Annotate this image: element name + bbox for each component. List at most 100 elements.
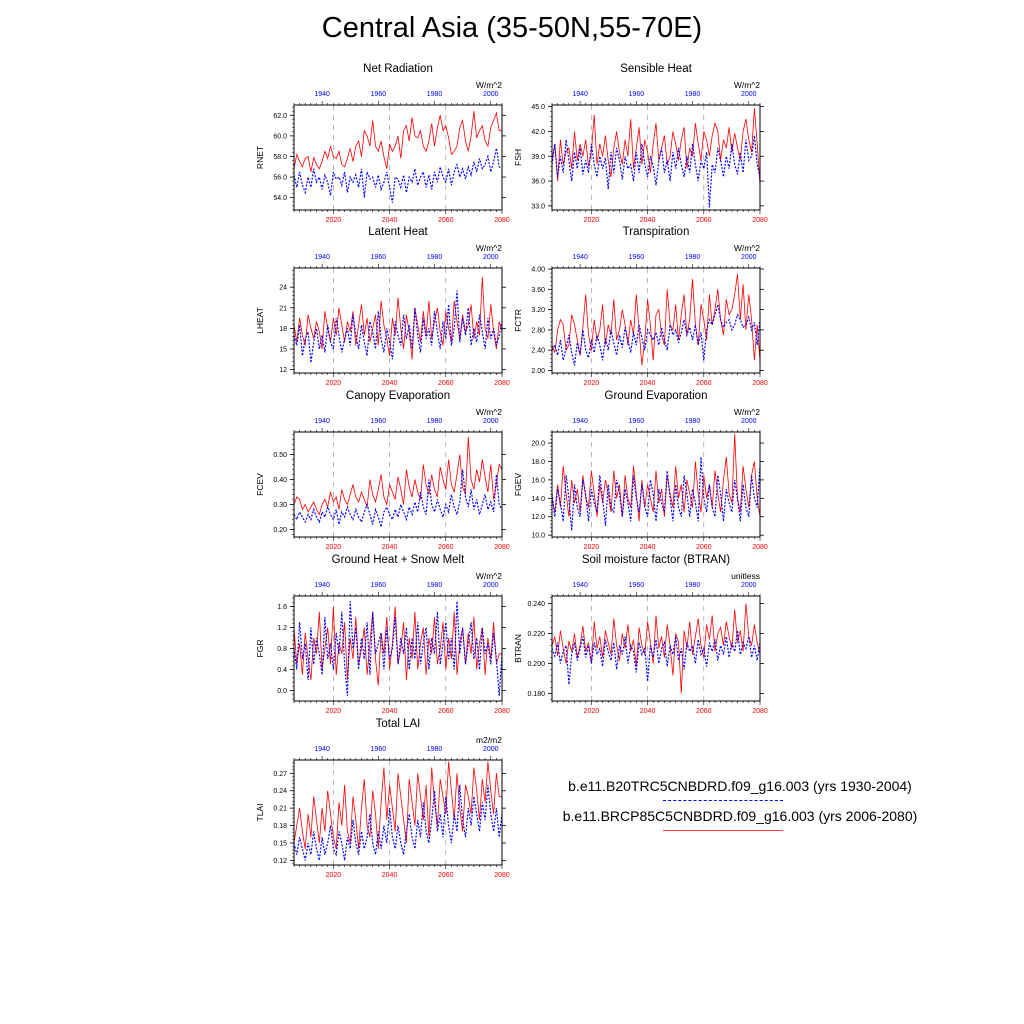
x-tick-label-future: 2080: [494, 380, 510, 387]
y-tick-label: 54.0: [273, 195, 287, 202]
x-tick-label-historical: 2000: [483, 746, 499, 753]
plot-frame: [551, 267, 761, 374]
x-tick-label-future: 2040: [640, 217, 656, 224]
y-tick-label: 21: [279, 305, 287, 312]
units-label: W/m^2: [734, 407, 760, 417]
x-tick-label-historical: 1940: [314, 582, 330, 589]
x-tick-label-historical: 1980: [685, 582, 701, 589]
x-tick-label-historical: 1980: [427, 91, 443, 98]
x-tick-label-historical: 1940: [314, 746, 330, 753]
x-tick-label-future: 2060: [438, 872, 454, 879]
y-tick-label: 0.30: [273, 502, 287, 509]
y-tick-label: 0.8: [277, 646, 287, 653]
x-tick-label-historical: 1940: [314, 418, 330, 425]
y-tick-label: 2.00: [531, 368, 545, 375]
y-tick-label: 1.6: [277, 604, 287, 611]
chart-title: Net Radiation: [363, 63, 433, 75]
x-tick-label-historical: 1980: [427, 418, 443, 425]
y-tick-label: 0.20: [273, 527, 287, 534]
legend-historical-swatch: [663, 800, 783, 801]
chart-panel-8: Soil moisture factor (BTRAN)unitless BTRA…: [513, 554, 768, 715]
y-tick-label: 2.80: [531, 327, 545, 334]
y-tick-label: 20.0: [531, 441, 545, 448]
x-tick-label-future: 2060: [438, 380, 454, 387]
future-series-line: [293, 111, 502, 172]
chart-title: Total LAI: [376, 718, 421, 730]
y-tick-label: 39.0: [531, 154, 545, 161]
chart-panel-6: Ground Evaporation W/m^2 FGEV 10.0 12.0 14.0 1…: [513, 390, 768, 551]
x-tick-label-historical: 1940: [314, 254, 330, 261]
plot-frame: [551, 595, 761, 702]
historical-series-line: [293, 784, 503, 861]
historical-series-line: [293, 469, 503, 528]
x-tick-label-future: 2040: [382, 380, 398, 387]
x-tick-label-historical: 2000: [741, 418, 757, 425]
x-tick-label-future: 2080: [752, 544, 768, 551]
x-tick-label-historical: 2000: [483, 582, 499, 589]
x-tick-label-historical: 1960: [371, 418, 387, 425]
x-tick-label-historical: 2000: [741, 91, 757, 98]
x-tick-label-historical: 1940: [572, 418, 588, 425]
y-tick-label: 0.50: [273, 452, 287, 459]
x-tick-label-future: 2060: [438, 217, 454, 224]
plot-frame: [293, 431, 503, 538]
y-tick-label: 0.240: [527, 601, 545, 608]
x-tick-label-future: 2020: [584, 544, 600, 551]
chart-title: Soil moisture factor (BTRAN): [582, 554, 730, 566]
x-tick-label-future: 2020: [584, 217, 600, 224]
x-tick-label-future: 2040: [382, 217, 398, 224]
units-label: W/m^2: [476, 571, 502, 581]
y-tick-label: 15: [279, 346, 287, 353]
future-series-line: [551, 433, 761, 522]
y-tick-label: 12.0: [531, 514, 545, 521]
x-tick-label-future: 2060: [696, 544, 712, 551]
y-tick-label: 0.27: [273, 771, 287, 778]
y-tick-label: 60.0: [273, 133, 287, 140]
x-tick-label-future: 2040: [640, 708, 656, 715]
chart-title: Canopy Evaporation: [346, 390, 450, 402]
x-tick-label-future: 2080: [752, 708, 768, 715]
future-series-line: [293, 436, 503, 516]
future-series-line: [293, 761, 502, 849]
chart-panel-9: Total LAI m2/m2 TLAI 0.12 0.15 0.18 0.21 0.24 0.…: [255, 718, 510, 879]
historical-series-line: [293, 601, 503, 696]
y-tick-label: 3.60: [531, 287, 545, 294]
plot-frame: [293, 759, 503, 866]
chart-title: Latent Heat: [368, 226, 428, 238]
chart-panel-7: Ground Heat + Snow Melt W/m^2 FGR 0.0 0.4 0.8…: [255, 554, 510, 715]
y-tick-label: 16.0: [531, 477, 545, 484]
y-axis-label: FCTR: [513, 309, 523, 332]
x-tick-label-historical: 1960: [371, 254, 387, 261]
y-axis-label: FGEV: [513, 473, 523, 496]
x-tick-label-historical: 2000: [741, 582, 757, 589]
units-label: m2/m2: [476, 735, 502, 745]
y-tick-label: 24: [279, 285, 287, 292]
y-axis-label: FSH: [513, 149, 523, 166]
x-tick-label-future: 2040: [382, 708, 398, 715]
x-tick-label-historical: 1980: [427, 254, 443, 261]
legend-historical: b.e11.B20TRC5CNBDRD.f09_g16.003 (yrs 193…: [530, 776, 950, 806]
x-tick-label-future: 2060: [696, 708, 712, 715]
x-tick-label-historical: 1960: [629, 254, 645, 261]
y-tick-label: 0.0: [277, 688, 287, 695]
x-tick-label-future: 2080: [494, 544, 510, 551]
x-tick-label-future: 2020: [326, 872, 342, 879]
y-tick-label: 3.20: [531, 307, 545, 314]
x-tick-label-historical: 1960: [629, 582, 645, 589]
y-axis-label: FGR: [255, 640, 265, 658]
x-tick-label-future: 2080: [494, 872, 510, 879]
y-axis-label: FCEV: [255, 473, 265, 496]
y-tick-label: 14.0: [531, 496, 545, 503]
x-tick-label-historical: 1960: [629, 91, 645, 98]
y-tick-label: 18: [279, 326, 287, 333]
x-tick-label-future: 2020: [326, 544, 342, 551]
x-tick-label-historical: 1940: [572, 582, 588, 589]
y-tick-label: 62.0: [273, 113, 287, 120]
chart-title: Ground Evaporation: [605, 390, 708, 402]
y-tick-label: 56.0: [273, 175, 287, 182]
x-tick-label-historical: 2000: [483, 418, 499, 425]
chart-panel-3: Latent Heat W/m^2 LHEAT 12 15 18 21 24 2020 2040 2…: [255, 226, 510, 387]
x-tick-label-future: 2060: [696, 217, 712, 224]
chart-title: Sensible Heat: [620, 63, 692, 75]
historical-series-line: [551, 630, 761, 685]
